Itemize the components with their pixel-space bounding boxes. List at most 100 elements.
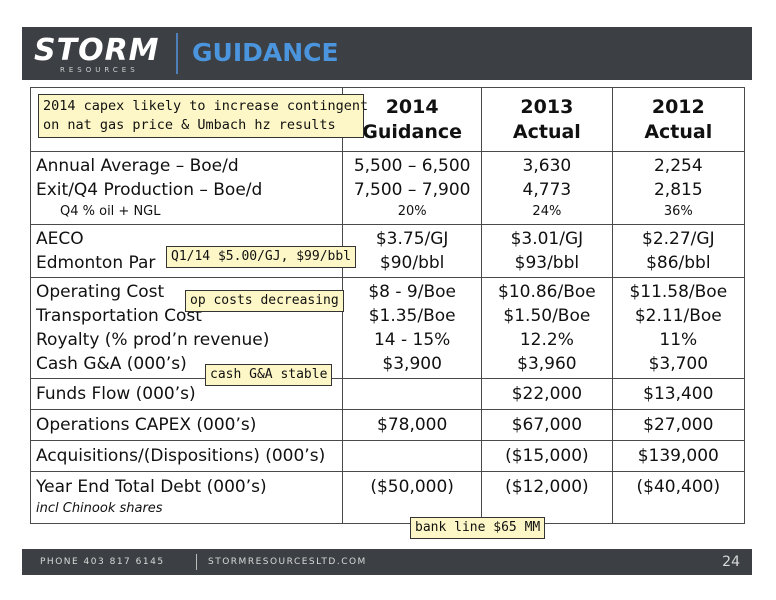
cell-value: 14 - 15% [373,330,451,350]
cell-value: $3.75/GJ [375,229,449,249]
cell-value: ($40,400) [636,477,721,497]
note-line: 2014 capex likely to increase contingent [43,98,369,114]
row-label: Annual Average – Boe/d [36,156,239,176]
page-number: 24 [722,554,740,570]
column-header-2013: 2013 Actual [481,87,613,152]
cell-value: $22,000 [511,384,583,404]
column-type: Actual [644,120,713,143]
row-label: Year End Total Debt (000’s) [36,477,267,497]
guidance-table: 2014 Guidance 2013 Actual 2012 Actual An… [29,87,746,524]
footer-phone: PHONE 403 817 6145 [40,557,165,567]
column-type: Actual [512,120,581,143]
value-cell-2014: $78,000 [342,409,483,441]
row-sublabel: incl Chinook shares [36,501,163,516]
value-cell-2014: ($50,000) [342,471,483,524]
table-row-debt: Year End Total Debt (000’s) incl Chinook… [29,471,746,524]
note-line: on nat gas price & Umbach hz results [43,117,336,133]
column-year: 2013 [520,95,574,118]
row-label: Operating Cost [36,282,165,302]
cell-value: $10.86/Boe [498,282,596,302]
footer-website: STORMRESOURCESLTD.COM [208,557,367,567]
row-label: AECO [36,229,84,249]
value-cell-2013: $67,000 [481,409,613,441]
page-title: GUIDANCE [192,38,339,67]
value-cell-2012: $2.27/GJ $86/bbl [611,224,746,278]
cell-value: $1.50/Boe [503,306,591,326]
capex-note-callout: 2014 capex likely to increase contingent… [38,94,369,138]
cell-value: 7,500 – 7,900 [353,180,471,200]
cell-value: $67,000 [511,415,583,435]
column-year: 2014 [385,95,439,118]
cell-value: $3.01/GJ [510,229,584,249]
table-row-production: Annual Average – Boe/d Exit/Q4 Productio… [29,151,746,225]
row-label: Operations CAPEX (000’s) [36,415,257,435]
cell-value: $3,960 [517,354,577,374]
cell-value: $2.27/GJ [642,229,715,249]
column-type: Guidance [362,120,463,143]
label-cell: Operations CAPEX (000’s) [29,409,344,441]
cell-value: $3,700 [648,354,709,374]
value-cell-2014: 5,500 – 6,500 7,500 – 7,900 20% [342,151,483,225]
cell-value: $3,900 [382,354,442,374]
storm-logo: STORM RESOURCES [34,35,174,75]
value-cell-2014: $3.75/GJ $90/bbl [342,224,483,278]
value-cell-2012: $13,400 [611,378,746,410]
cell-value: $93/bbl [514,253,580,273]
row-label: Funds Flow (000’s) [36,384,196,404]
row-label: Exit/Q4 Production – Boe/d [36,180,263,200]
label-cell: Year End Total Debt (000’s) incl Chinook… [29,471,344,524]
value-cell-2014 [342,378,483,410]
value-cell-2012: 2,254 2,815 36% [611,151,746,225]
row-label: Cash G&A (000’s) [36,354,187,374]
cell-value: $13,400 [643,384,714,404]
gna-note-callout: cash G&A stable [205,364,333,386]
value-cell-2013: ($12,000) [481,471,613,524]
value-cell-2013: $10.86/Boe $1.50/Boe 12.2% $3,960 [481,277,613,379]
footer-divider [196,554,197,570]
cell-value: $86/bbl [646,253,711,273]
cell-value: 36% [663,204,693,219]
column-header-2012: 2012 Actual [611,87,746,152]
cell-value: $27,000 [643,415,714,435]
cell-value: $11.58/Boe [629,282,728,302]
footer-bar: PHONE 403 817 6145 STORMRESOURCESLTD.COM… [22,549,752,575]
opcost-note-callout: op costs decreasing [185,290,344,312]
header-bar: STORM RESOURCES GUIDANCE [22,27,752,80]
cell-value: $1.35/Boe [368,306,456,326]
cell-value: 20% [397,204,427,219]
table-row-funds-flow: Funds Flow (000’s) $22,000 $13,400 [29,378,746,410]
value-cell-2014: $8 - 9/Boe $1.35/Boe 14 - 15% $3,900 [342,277,483,379]
table-row-costs: Operating Cost Transportation Cost Royal… [29,277,746,379]
cell-value: 3,630 [522,156,572,176]
logo-wordmark: STORM [34,33,160,68]
row-label: Edmonton Par [36,253,156,273]
table-row-pricing: AECO Edmonton Par $3.75/GJ $90/bbl $3.01… [29,224,746,278]
value-cell-2013: ($15,000) [481,440,613,472]
value-cell-2013: 3,630 4,773 24% [481,151,613,225]
cell-value: 24% [532,204,562,219]
value-cell-2012: $27,000 [611,409,746,441]
cell-value: ($12,000) [505,477,589,497]
cell-value: 12.2% [519,330,574,350]
bankline-note-callout: bank line $65 MM [410,517,546,539]
row-label: Royalty (% prod’n revenue) [36,330,270,350]
column-year: 2012 [651,95,705,118]
value-cell-2013: $22,000 [481,378,613,410]
logo-subtitle: RESOURCES [60,66,139,74]
row-label: Acquisitions/(Dispositions) (000’s) [36,446,326,466]
row-label: Q4 % oil + NGL [60,204,161,219]
cell-value: 2,254 [653,156,703,176]
cell-value: $78,000 [377,415,448,435]
value-cell-2013: $3.01/GJ $93/bbl [481,224,613,278]
cell-value: ($50,000) [370,477,454,497]
cell-value: $139,000 [637,446,719,466]
cell-value: 2,815 [653,180,703,200]
table-row-capex: Operations CAPEX (000’s) $78,000 $67,000… [29,409,746,441]
value-cell-2012: ($40,400) [611,471,746,524]
value-cell-2012: $11.58/Boe $2.11/Boe 11% $3,700 [611,277,746,379]
label-cell: Acquisitions/(Dispositions) (000’s) [29,440,344,472]
value-cell-2012: $139,000 [611,440,746,472]
cell-value: 4,773 [522,180,572,200]
cell-value: ($15,000) [505,446,589,466]
cell-value: $8 - 9/Boe [368,282,456,302]
